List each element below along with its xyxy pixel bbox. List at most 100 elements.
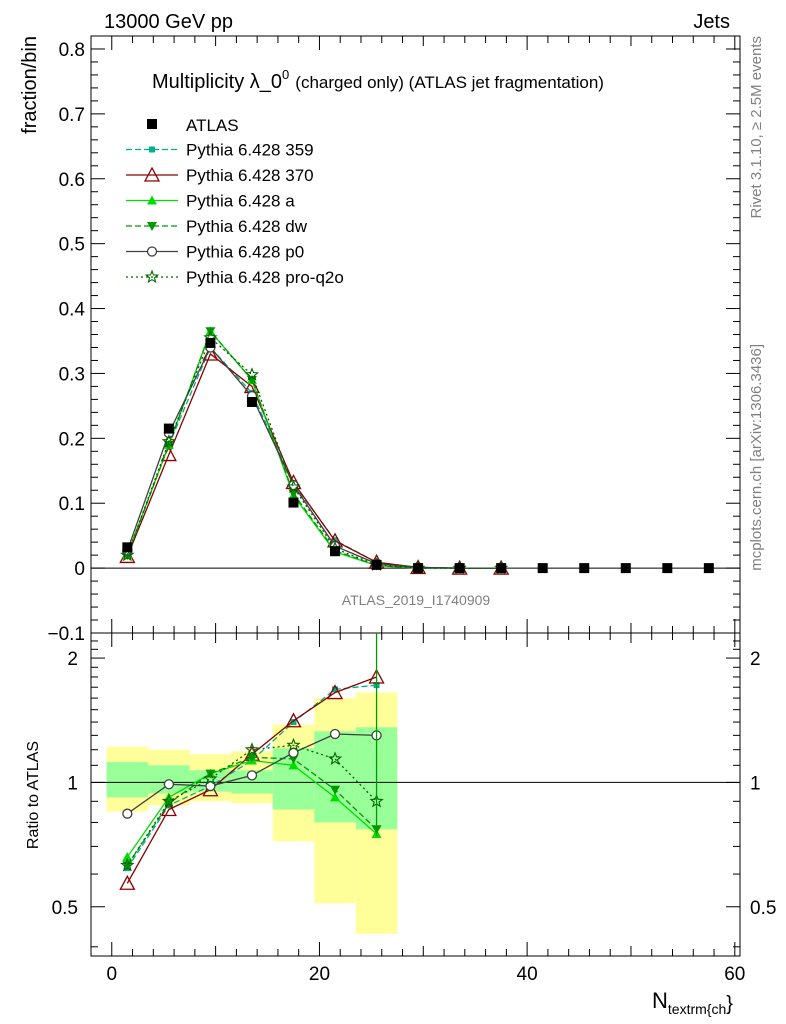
mc-point xyxy=(146,246,158,257)
axes: −0.100.10.20.30.40.50.60.70.80 20 40 600.5 0… xyxy=(47,35,776,985)
data-point xyxy=(620,563,631,574)
data-point xyxy=(579,563,590,574)
series xyxy=(119,326,714,890)
chart-title: Multiplicity λ_00 (charged only) (ATLAS j… xyxy=(152,67,604,93)
legend-marker xyxy=(147,119,157,129)
data-point xyxy=(454,563,465,574)
data-point xyxy=(413,563,424,574)
mcplots-label: mcplots.cern.ch [arXiv:1306.3436] xyxy=(748,344,765,571)
mc-point xyxy=(330,785,341,795)
mc-point xyxy=(246,770,258,781)
ratio-band-green xyxy=(106,762,149,798)
data-point xyxy=(122,542,133,553)
series-line xyxy=(126,336,502,569)
ratio-tick-label-left: 0.5 xyxy=(52,898,78,919)
x-axis-label: Ntextrm{ch} xyxy=(652,988,733,1017)
legend-label: Pythia 6.428 370 xyxy=(186,166,314,185)
ratio-band-green xyxy=(314,731,356,823)
mc-point xyxy=(144,269,160,284)
mc-point xyxy=(120,857,135,872)
legend-label: Pythia 6.428 pro-q2o xyxy=(186,268,344,287)
y-tick-label: 0.4 xyxy=(59,300,86,321)
y-tick-label: 0.1 xyxy=(59,494,85,515)
data-point xyxy=(703,563,714,574)
mc-point xyxy=(122,808,133,819)
mc-point xyxy=(246,753,257,763)
y-tick-label: −0.1 xyxy=(47,624,85,645)
data-point xyxy=(330,546,341,557)
data-point xyxy=(205,337,216,348)
legend-label: ATLAS xyxy=(186,116,239,135)
ratio-tick-label-right: 2 xyxy=(750,649,761,670)
legend-label: Pythia 6.428 p0 xyxy=(186,243,304,262)
ratio-plot-frame xyxy=(90,632,741,957)
rivet-label: Rivet 3.1.10, ≥ 2.5M events xyxy=(748,36,765,219)
y-tick-label: 0.2 xyxy=(59,429,85,450)
data-point xyxy=(288,497,299,508)
analysis-label: ATLAS_2019_I1740909 xyxy=(342,592,491,608)
mc-point xyxy=(163,779,175,790)
series-atlas-data xyxy=(122,337,714,574)
y-tick-label: 0.8 xyxy=(59,40,85,61)
y-tick-label: 0 xyxy=(74,559,85,580)
mc-point xyxy=(161,434,177,448)
chart-title-main: Multiplicity λ_0 xyxy=(152,71,282,93)
series-line xyxy=(126,346,502,569)
mc-point xyxy=(143,166,161,182)
x-axis-label-brace: } xyxy=(726,993,733,1015)
legend: ATLAS Pythia 6.428 359 Pythia 6.428 370 Pyt… xyxy=(126,116,344,287)
mc-point xyxy=(149,146,155,153)
mc-point xyxy=(327,751,343,766)
legend-label: Pythia 6.428 dw xyxy=(186,217,308,236)
series-line xyxy=(126,346,502,569)
ratio-y-axis-label: Ratio to ATLAS xyxy=(25,741,42,849)
ratio-line xyxy=(126,744,378,866)
ratio-tick-label-left: 1 xyxy=(67,773,78,794)
chart-title-suffix: (charged only) (ATLAS jet fragmentation) xyxy=(295,73,604,92)
mc-point xyxy=(246,375,257,385)
ratio-tick-label-right: 0.5 xyxy=(750,898,776,919)
ratio-band-green xyxy=(231,770,273,794)
data-point xyxy=(537,563,548,574)
mc-point xyxy=(244,367,260,381)
mc-point xyxy=(147,222,157,231)
x-tick-label: 0 xyxy=(106,964,117,985)
x-tick-label: 60 xyxy=(724,964,745,985)
x-axis-label-main: N xyxy=(652,988,668,1013)
mc-point xyxy=(290,719,297,726)
mc-point xyxy=(119,874,136,890)
legend-label: Pythia 6.428 a xyxy=(186,192,295,211)
series-line xyxy=(126,352,502,569)
y-tick-label: 0.6 xyxy=(59,170,85,191)
y-tick-label: 0.5 xyxy=(59,235,85,256)
header-right: Jets xyxy=(693,11,730,33)
ratio-tick-label-left: 2 xyxy=(67,649,78,670)
header-left: 13000 GeV pp xyxy=(104,11,233,33)
series-line xyxy=(126,329,502,569)
x-tick-label: 40 xyxy=(517,964,538,985)
y-axis-label: fraction/bin xyxy=(19,36,41,134)
chart-title-sup: 0 xyxy=(282,67,289,82)
data-point xyxy=(496,563,507,574)
mc-point xyxy=(286,479,301,493)
mc-point xyxy=(122,851,133,861)
mc-point xyxy=(147,195,157,205)
legend-label: Pythia 6.428 359 xyxy=(186,141,314,160)
mc-point xyxy=(120,547,135,562)
series-line xyxy=(126,329,502,569)
mc-point xyxy=(288,760,299,770)
data-point xyxy=(371,559,382,570)
x-axis-label-sub: textrm{ch xyxy=(668,1001,726,1017)
ratio-tick-label-right: 1 xyxy=(750,773,761,794)
data-point xyxy=(163,423,174,434)
mc-point xyxy=(329,728,341,740)
mc-point xyxy=(326,684,344,700)
mc-point xyxy=(244,742,260,756)
mc-point xyxy=(330,792,341,802)
mc-point xyxy=(332,686,339,693)
y-tick-label: 0.7 xyxy=(59,105,85,126)
mc-point xyxy=(285,712,302,728)
mc-point xyxy=(286,737,301,752)
y-tick-label: 0.3 xyxy=(59,364,85,385)
